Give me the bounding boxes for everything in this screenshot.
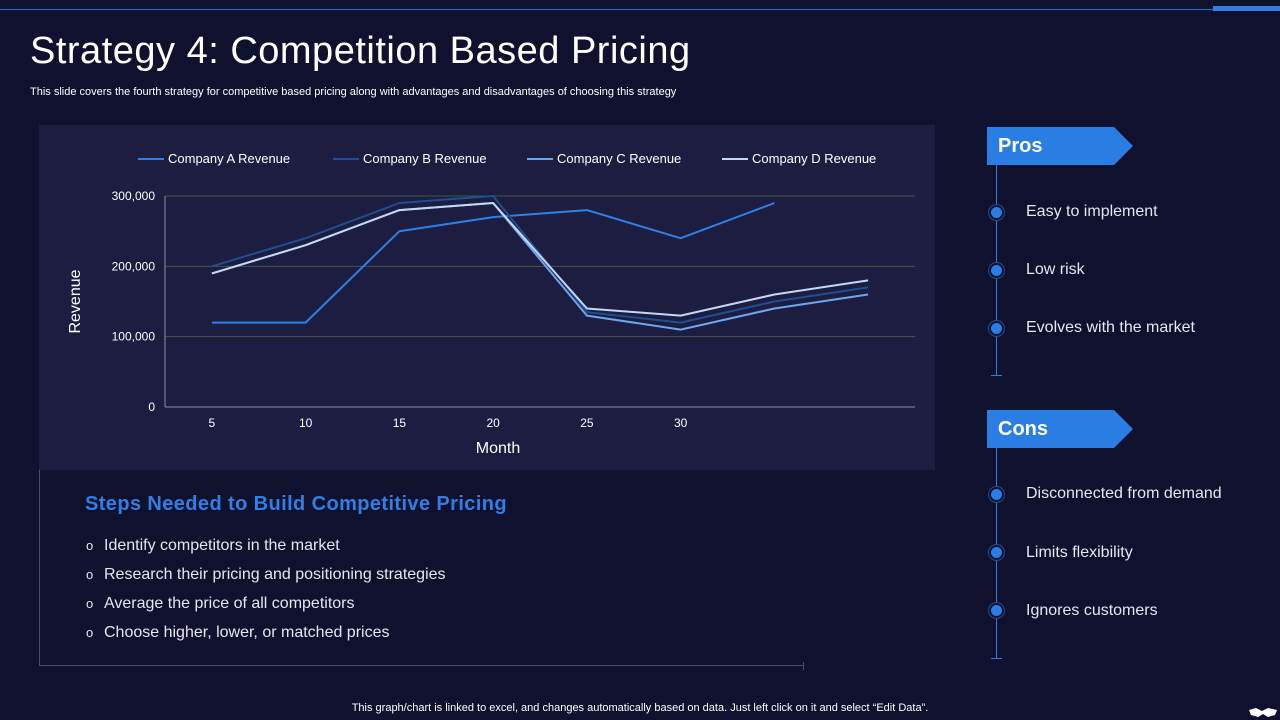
footer-note: This graph/chart is linked to excel, and… (351, 702, 929, 714)
x-tick-label: 15 (393, 416, 407, 430)
y-tick-label: 300,000 (112, 189, 156, 203)
y-tick-label: 200,000 (112, 259, 156, 273)
step-text: Research their pricing and positioning s… (104, 566, 446, 583)
y-axis-title: Revenue (67, 269, 84, 333)
cons-timeline-cap (991, 658, 1002, 659)
list-item: o Identify competitors in the market (86, 533, 446, 562)
step-text: Choose higher, lower, or matched prices (104, 624, 390, 641)
legend-entry: Company C Revenue (557, 151, 681, 166)
cons-item: Disconnected from demand (1026, 485, 1222, 502)
legend-entry: Company D Revenue (752, 151, 876, 166)
page-subtitle: This slide covers the fourth strategy fo… (30, 86, 677, 98)
page-title: Strategy 4: Competition Based Pricing (30, 30, 691, 72)
dot-icon (991, 265, 1002, 276)
x-tick-label: 30 (674, 416, 688, 430)
bullet-icon: o (86, 596, 94, 611)
bullet-icon: o (86, 567, 94, 582)
step-text: Average the price of all competitors (104, 595, 355, 612)
dot-icon (991, 207, 1002, 218)
step-text: Identify competitors in the market (104, 537, 340, 554)
dot-icon (991, 489, 1002, 500)
top-accent-bar (1213, 6, 1280, 11)
pros-item: Evolves with the market (1026, 319, 1195, 336)
bullet-icon: o (86, 625, 94, 640)
y-tick-label: 100,000 (112, 330, 156, 344)
cons-item: Limits flexibility (1026, 544, 1133, 561)
steps-frame (39, 470, 804, 670)
steps-list: o Identify competitors in the market o Res… (86, 533, 446, 649)
pros-item: Low risk (1026, 261, 1085, 278)
handshake-icon (1249, 708, 1277, 717)
series-line (211, 202, 869, 317)
list-item: o Research their pricing and positioning … (86, 562, 446, 591)
x-axis-title: Month (476, 440, 520, 457)
list-item: o Choose higher, lower, or matched prices (86, 620, 446, 649)
dot-icon (991, 323, 1002, 334)
cons-item: Ignores customers (1026, 602, 1158, 619)
frame-end-tick (803, 662, 804, 670)
bullet-icon: o (86, 538, 94, 553)
pros-timeline-cap (991, 375, 1002, 376)
pros-label: Pros (998, 135, 1043, 157)
x-tick-label: 5 (209, 416, 216, 430)
y-tick-label: 0 (148, 400, 155, 414)
pros-item: Easy to implement (1026, 203, 1158, 220)
x-tick-label: 10 (299, 416, 313, 430)
x-tick-label: 20 (486, 416, 500, 430)
steps-heading: Steps Needed to Build Competitive Pricin… (85, 493, 508, 515)
dot-icon (991, 605, 1002, 616)
legend-entry: Company B Revenue (363, 151, 487, 166)
cons-label: Cons (998, 418, 1048, 440)
list-item: o Average the price of all competitors (86, 591, 446, 620)
pros-tag: Pros (987, 127, 1133, 165)
legend-entry: Company A Revenue (168, 151, 290, 166)
dot-icon (991, 547, 1002, 558)
series-line (211, 195, 869, 324)
x-tick-label: 25 (580, 416, 594, 430)
revenue-chart-panel[interactable]: 0 100,000 200,000 300,000 5 10 15 20 25 30 Month Re… (39, 125, 935, 470)
revenue-line-chart[interactable]: 0 100,000 200,000 300,000 5 10 15 20 25 30 Month Re… (39, 125, 935, 470)
cons-tag: Cons (987, 410, 1133, 448)
series-line (211, 202, 775, 324)
top-rule (0, 9, 1213, 10)
